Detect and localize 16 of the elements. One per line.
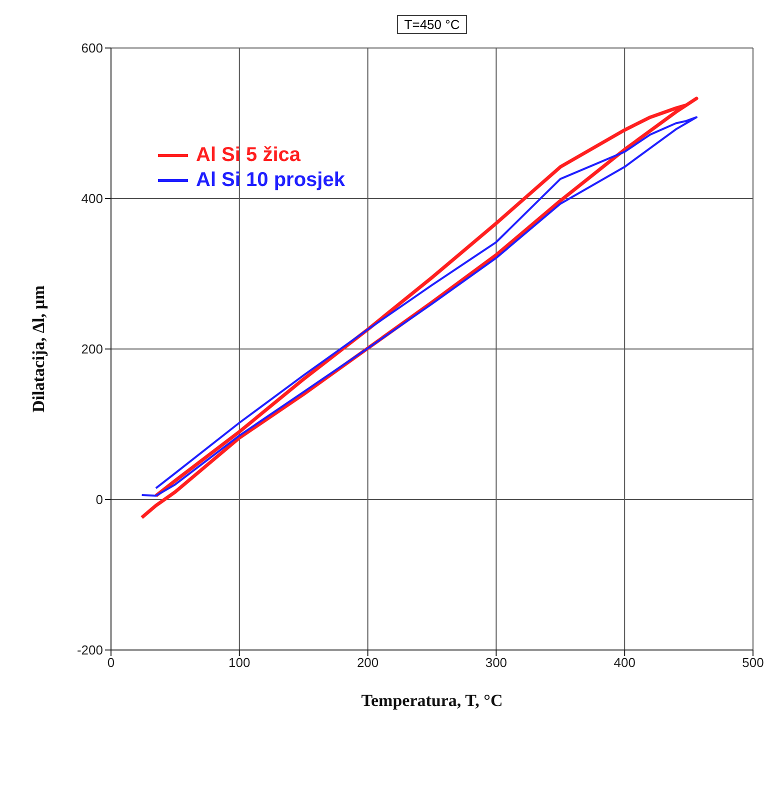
x-tick-label: 200 [356,655,379,670]
y-axis-title: Dilatacija, Δl, μm [29,286,48,412]
legend-label: Al Si 10 prosjek [196,168,345,193]
legend-label: Al Si 5 žica [196,143,300,168]
chart-title: T=450 °C [397,15,467,34]
x-tick-label: 500 [742,655,764,670]
y-tick-label: 200 [81,342,103,357]
y-tick-label: 0 [96,492,103,508]
y-tick-label: -200 [76,642,103,658]
x-axis-title: Temperatura, T, °C [361,691,503,710]
y-tick-label: 600 [81,40,103,56]
x-tick-label: 300 [485,655,508,670]
x-tick-label: 400 [614,655,636,670]
x-tick-label: 0 [107,655,115,670]
x-tick-label: 100 [228,655,250,670]
y-tick-label: 400 [81,191,103,206]
